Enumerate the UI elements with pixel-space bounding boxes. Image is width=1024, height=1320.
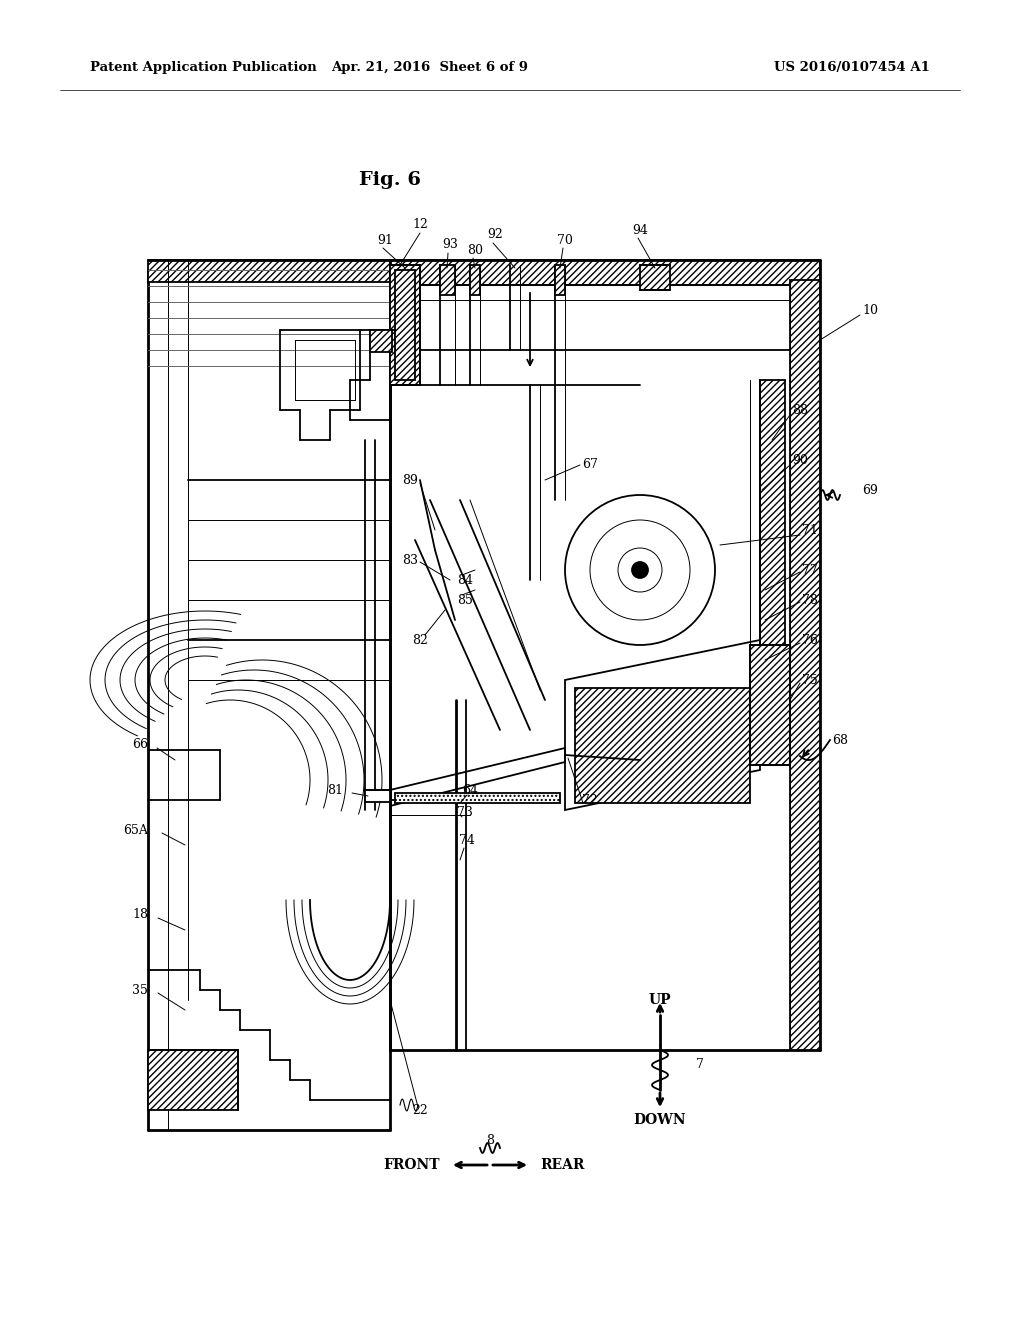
- Bar: [575, 688, 750, 803]
- Text: 67: 67: [582, 458, 598, 471]
- Text: UP: UP: [648, 993, 672, 1007]
- Bar: [555, 265, 565, 294]
- Bar: [395, 793, 560, 803]
- Text: 10: 10: [862, 304, 878, 317]
- Bar: [440, 265, 455, 294]
- Bar: [640, 265, 670, 290]
- Text: 64: 64: [462, 784, 478, 796]
- Text: 92: 92: [487, 228, 503, 242]
- Text: Patent Application Publication: Patent Application Publication: [90, 62, 316, 74]
- Text: 80: 80: [467, 243, 483, 256]
- Bar: [760, 380, 785, 700]
- Text: 78: 78: [802, 594, 818, 606]
- Bar: [148, 260, 390, 282]
- Text: 90: 90: [792, 454, 808, 466]
- Text: 71: 71: [802, 524, 818, 536]
- Text: 94: 94: [632, 223, 648, 236]
- Text: 85: 85: [457, 594, 473, 606]
- Text: 77: 77: [802, 564, 818, 577]
- Text: DOWN: DOWN: [634, 1113, 686, 1127]
- Text: 76: 76: [802, 634, 818, 647]
- Text: 12: 12: [412, 219, 428, 231]
- Text: 73: 73: [457, 805, 473, 818]
- Text: 70: 70: [557, 234, 573, 247]
- Text: 89: 89: [402, 474, 418, 487]
- Text: 93: 93: [442, 239, 458, 252]
- Text: 84: 84: [457, 573, 473, 586]
- Text: 72: 72: [582, 793, 598, 807]
- Text: 22: 22: [412, 1104, 428, 1117]
- Bar: [390, 265, 420, 385]
- Text: 68: 68: [831, 734, 848, 747]
- Text: 83: 83: [402, 553, 418, 566]
- Text: 88: 88: [792, 404, 808, 417]
- Text: REAR: REAR: [540, 1158, 585, 1172]
- Text: 18: 18: [132, 908, 148, 921]
- Text: 7: 7: [696, 1059, 703, 1072]
- Text: 82: 82: [412, 634, 428, 647]
- Text: Apr. 21, 2016  Sheet 6 of 9: Apr. 21, 2016 Sheet 6 of 9: [332, 62, 528, 74]
- Text: 75: 75: [802, 673, 818, 686]
- Text: US 2016/0107454 A1: US 2016/0107454 A1: [774, 62, 930, 74]
- Text: 74: 74: [459, 833, 475, 846]
- Text: 69: 69: [862, 483, 878, 496]
- Text: 81: 81: [327, 784, 343, 796]
- Bar: [390, 260, 820, 285]
- Bar: [148, 1049, 238, 1110]
- Bar: [395, 271, 415, 380]
- Text: 66: 66: [132, 738, 148, 751]
- Text: Fig. 6: Fig. 6: [359, 172, 421, 189]
- Text: FRONT: FRONT: [384, 1158, 440, 1172]
- Text: 35: 35: [132, 983, 148, 997]
- Bar: [365, 789, 390, 803]
- Circle shape: [632, 562, 648, 578]
- Text: 91: 91: [377, 234, 393, 247]
- Text: 8: 8: [486, 1134, 494, 1147]
- Bar: [750, 645, 790, 766]
- Bar: [370, 330, 392, 352]
- Bar: [790, 280, 820, 1049]
- Bar: [750, 645, 790, 766]
- Bar: [470, 265, 480, 294]
- Text: 65A: 65A: [123, 824, 148, 837]
